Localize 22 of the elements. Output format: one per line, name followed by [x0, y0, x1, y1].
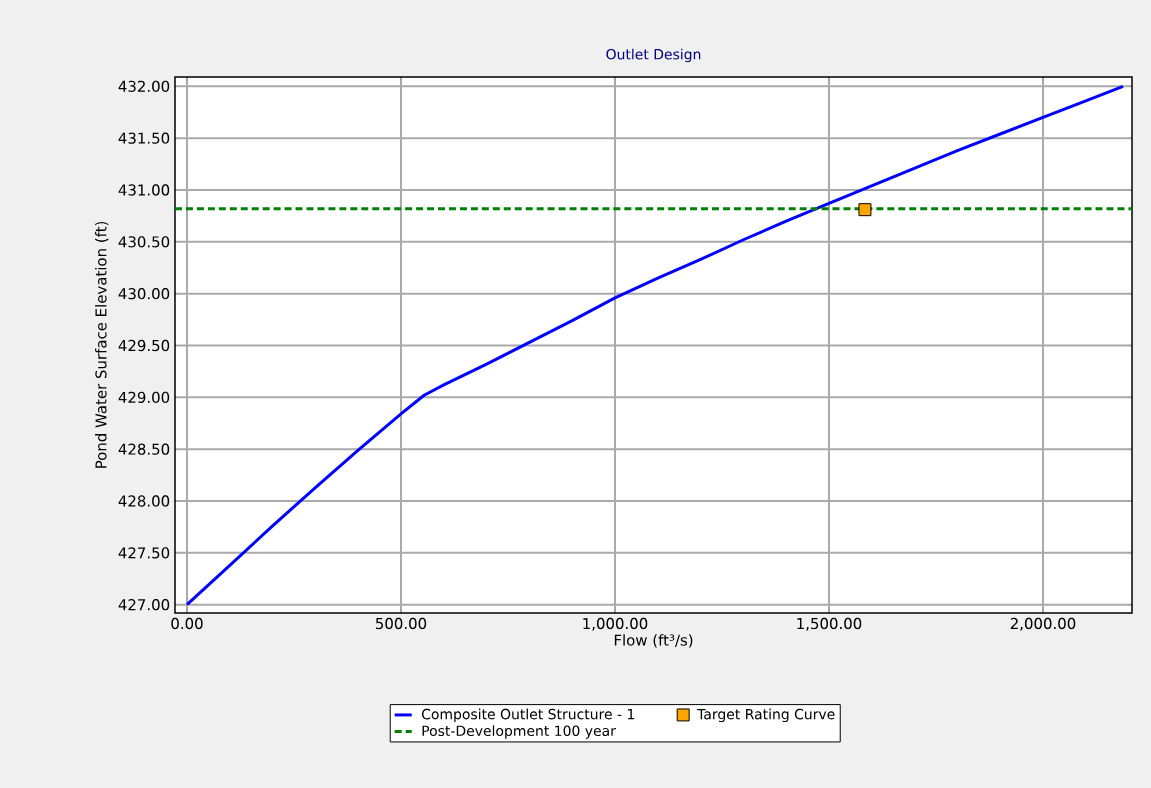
y-tick-label: 431.50 [118, 132, 170, 144]
y-tick-label: 427.00 [118, 599, 170, 611]
legend-label: Post-Development 100 year [422, 725, 616, 739]
y-tick-label: 428.50 [118, 443, 170, 455]
y-tick-label: 427.50 [118, 547, 170, 559]
y-tick-label: 430.50 [118, 236, 170, 248]
y-tick-label: 430.00 [118, 288, 170, 300]
y-tick-label: 428.00 [118, 495, 170, 507]
y-tick-label: 429.00 [118, 391, 170, 403]
y-tick-label: 432.00 [118, 80, 170, 92]
x-tick-label: 1,000.00 [583, 617, 648, 631]
y-tick-label: 431.00 [118, 184, 170, 196]
x-tick-label: 500.00 [376, 617, 427, 630]
legend-label: Target Rating Curve [697, 708, 835, 723]
x-tick-label: 0.00 [171, 617, 203, 630]
x-axis-title: Flow (ft³/s) [614, 634, 693, 648]
chart-title: Outlet Design [606, 48, 701, 63]
y-axis-title: Pond Water Surface Elevation (ft) [95, 221, 109, 468]
x-tick-label: 1,500.00 [797, 617, 862, 631]
x-tick-label: 2,000.00 [1010, 617, 1076, 631]
legend-label: Composite Outlet Structure - 1 [421, 708, 635, 723]
y-tick-label: 429.50 [118, 339, 170, 352]
